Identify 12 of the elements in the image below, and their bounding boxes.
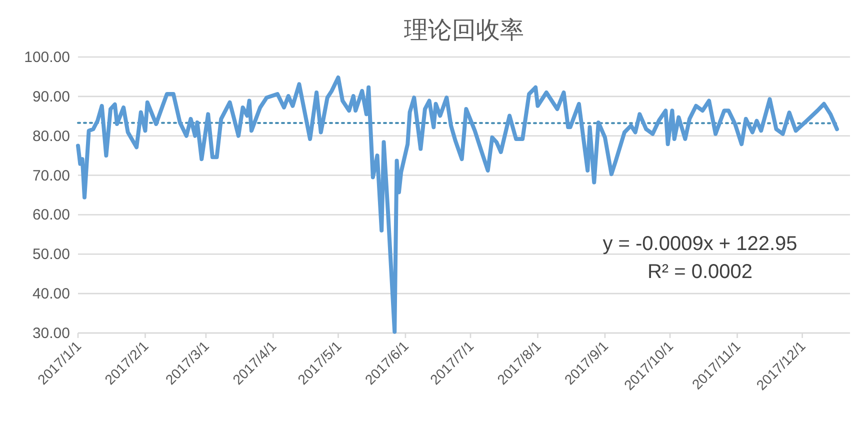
- line-series: [76, 76, 839, 334]
- y-tick-label: 80.00: [32, 128, 70, 145]
- y-tick-label: 60.00: [32, 206, 70, 224]
- y-tick-label: 100.00: [24, 49, 70, 66]
- y-tick-label: 90.00: [32, 88, 70, 106]
- chart-title: 理论回收率: [404, 17, 524, 44]
- y-tick-label: 40.00: [32, 286, 70, 303]
- y-tick-label: 70.00: [32, 167, 70, 184]
- annotation: y = -0.0009x + 122.95: [602, 233, 798, 255]
- annotation: R² = 0.0002: [647, 261, 753, 283]
- y-tick-label: 30.00: [32, 325, 70, 342]
- y-tick-label: 50.00: [32, 246, 70, 264]
